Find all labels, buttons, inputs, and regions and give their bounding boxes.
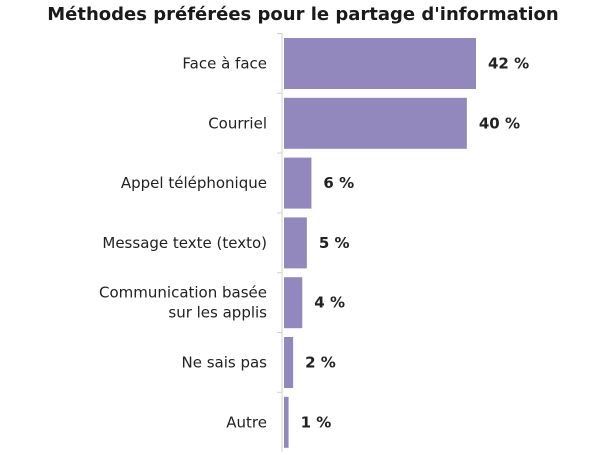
category-label: Courriel — [208, 114, 267, 132]
value-label: 4 % — [314, 294, 345, 312]
value-label: 2 % — [305, 354, 336, 372]
bar — [284, 97, 467, 149]
bar — [284, 157, 312, 209]
bar — [284, 38, 476, 89]
category-label: sur les applis — [168, 304, 267, 322]
bar — [284, 396, 289, 448]
bar — [284, 337, 294, 388]
category-label: Autre — [226, 413, 267, 431]
category-label: Message texte (texto) — [102, 234, 267, 252]
category-label: Appel téléphonique — [121, 174, 267, 192]
category-label: Face à face — [182, 55, 267, 73]
value-label: 40 % — [479, 114, 520, 132]
chart-title: Méthodes préférées pour le partage d'inf… — [47, 4, 558, 25]
value-label: 6 % — [323, 174, 354, 192]
value-label: 1 % — [301, 413, 332, 431]
value-label: 42 % — [488, 55, 529, 73]
bar — [284, 277, 303, 329]
category-label: Ne sais pas — [181, 354, 267, 372]
category-label: Communication basée — [99, 284, 267, 302]
bar — [284, 217, 307, 269]
value-label: 5 % — [319, 234, 350, 252]
